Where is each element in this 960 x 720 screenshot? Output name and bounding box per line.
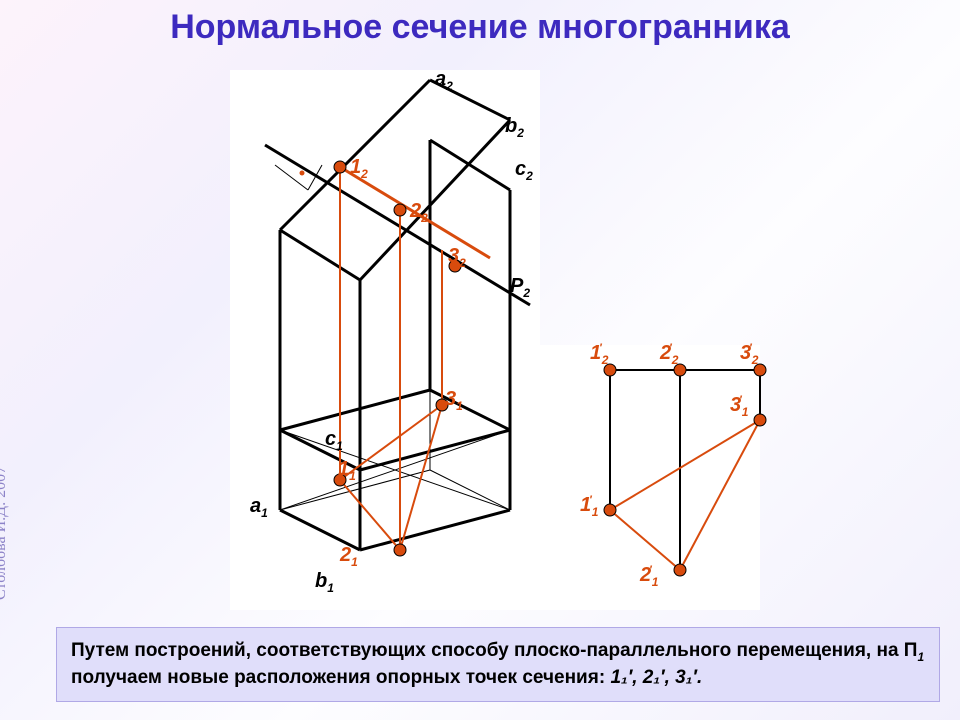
diagram-label: 12 [350,156,368,181]
diagram-label: 1′2 [590,342,608,367]
diagram-label: c1 [325,428,343,453]
diagram-label: 31 [445,388,463,413]
diagram-label: 2′2 [660,342,678,367]
diagram-svg [230,70,930,630]
diagram-label: b1 [315,570,334,595]
credit-text: Столбова И.Д. 2007 [0,466,10,600]
diagram-label: 3′1 [730,394,748,419]
caption-box: Путем построений, соответствующих способ… [56,627,940,702]
diagram-label: 3′2 [740,342,758,367]
diagram-label: 2′1 [640,564,658,589]
diagram-label: c2 [515,158,533,183]
diagram-label: P2 [510,275,530,300]
diagram-label: 21 [340,544,358,569]
diagram-label: a2 [435,68,453,93]
diagram-label: b2 [505,115,524,140]
page-title: Нормальное сечение многогранника [0,0,960,47]
caption-text: Путем построений, соответствующих способ… [71,640,924,688]
diagram-label: 32 [448,245,466,270]
diagram-label: 1′1 [580,494,598,519]
diagram-label: 22 [410,200,428,225]
diagram-label: 11 [338,458,356,483]
diagram-label: a1 [250,495,268,520]
diagram-stage: a2 b2 c2 P2 a1 b1 c1 12 22 32 31 11 21 1′2 2′2 3′2 3′1 1′… [230,70,930,630]
